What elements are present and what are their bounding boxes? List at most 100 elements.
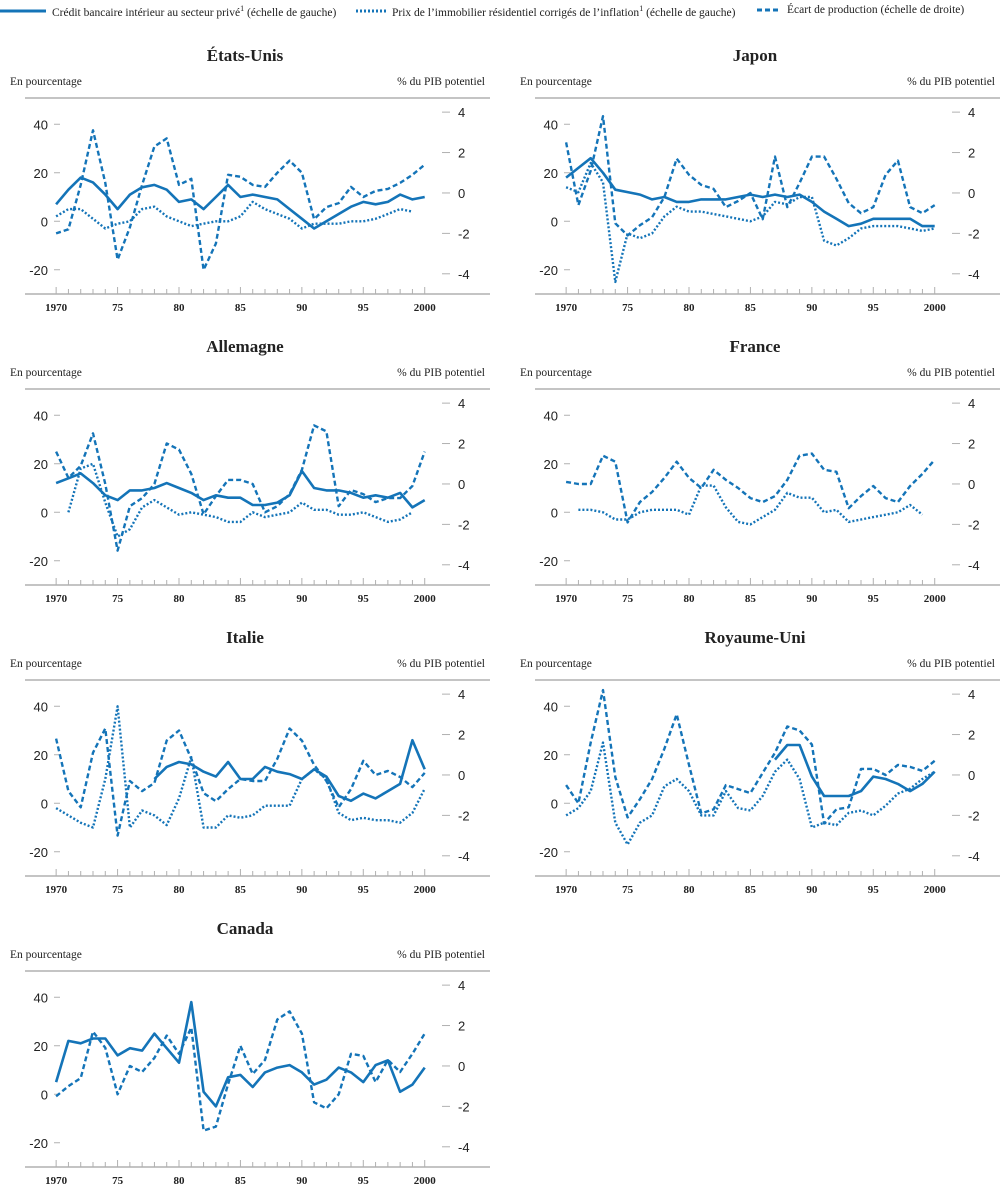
y-left-tick-label: 40: [34, 990, 48, 1005]
y-right-tick-label: -2: [458, 1099, 470, 1114]
series-line-gap: [55, 424, 426, 552]
series-line-credit: [55, 469, 426, 509]
x-tick-label: 1970: [45, 1175, 68, 1187]
x-tick-label: 2000: [924, 302, 947, 314]
y-left-tick-label: -20: [29, 845, 48, 860]
y-axis-left-label: En pourcentage: [10, 367, 82, 379]
series-line-house: [578, 484, 924, 526]
legend-item-house: Prix de l’immobilier résidentiel corrigé…: [356, 4, 735, 19]
series-line-gap: [55, 1010, 426, 1132]
x-tick-label: 2000: [414, 302, 437, 314]
y-right-tick-label: 0: [968, 477, 975, 492]
y-axis-right-label: % du PIB potentiel: [907, 367, 995, 379]
y-right-tick-label: 2: [458, 728, 465, 743]
y-axis-right-label: % du PIB potentiel: [907, 76, 995, 88]
x-tick-label: 80: [174, 593, 186, 605]
y-axis-left-label: En pourcentage: [10, 949, 82, 961]
y-right-tick-label: 2: [458, 1019, 465, 1034]
series-line-house: [67, 462, 414, 538]
y-left-tick-label: 40: [34, 117, 48, 132]
legend: Crédit bancaire intérieur au secteur pri…: [0, 4, 1000, 24]
x-tick-label: 85: [235, 593, 247, 605]
x-tick-label: 75: [622, 884, 634, 896]
legend-label-gap: Écart de production (échelle de droite): [787, 4, 965, 16]
y-left-tick-label: -20: [539, 845, 558, 860]
y-right-tick-label: 4: [458, 687, 465, 702]
x-tick-label: 85: [745, 302, 757, 314]
y-right-tick-label: 4: [458, 978, 465, 993]
y-right-tick-label: 0: [458, 1059, 465, 1074]
y-left-tick-label: -20: [29, 263, 48, 278]
y-left-tick-label: 20: [34, 1039, 48, 1054]
y-right-tick-label: 2: [458, 437, 465, 452]
x-tick-label: 1970: [45, 884, 68, 896]
x-tick-label: 2000: [924, 884, 947, 896]
x-tick-label: 75: [112, 302, 124, 314]
x-tick-label: 90: [806, 593, 818, 605]
panel-title: France: [729, 337, 781, 356]
x-tick-label: 90: [296, 884, 308, 896]
y-axis-right-label: % du PIB potentiel: [397, 367, 485, 379]
y-left-tick-label: 20: [34, 748, 48, 763]
y-left-tick-label: -20: [539, 554, 558, 569]
panel-title: États-Unis: [206, 46, 284, 65]
y-left-tick-label: 40: [34, 699, 48, 714]
y-right-tick-label: 0: [458, 768, 465, 783]
x-tick-label: 95: [868, 593, 880, 605]
y-left-tick-label: -20: [29, 1136, 48, 1151]
x-tick-label: 80: [174, 884, 186, 896]
x-tick-label: 80: [684, 884, 696, 896]
series-line-credit: [153, 738, 426, 803]
panel-canada: Canada En pourcentage % du PIB potentiel…: [0, 919, 490, 1189]
y-right-tick-label: 0: [458, 186, 465, 201]
y-axis-left-label: En pourcentage: [10, 76, 82, 88]
y-right-tick-label: 4: [458, 105, 465, 120]
x-tick-label: 85: [745, 593, 757, 605]
x-tick-label: 2000: [414, 1175, 437, 1187]
y-right-tick-label: 2: [968, 728, 975, 743]
y-right-tick-label: -2: [968, 226, 980, 241]
series-line-credit: [54, 1000, 426, 1108]
y-right-tick-label: -4: [968, 849, 980, 864]
y-axis-right-label: % du PIB potentiel: [397, 658, 485, 670]
y-right-tick-label: -4: [968, 267, 980, 282]
legend-item-credit: Crédit bancaire intérieur au secteur pri…: [0, 4, 336, 19]
panel-title: Allemagne: [206, 337, 284, 356]
x-tick-label: 95: [358, 593, 370, 605]
series-line-gap: [565, 688, 936, 825]
y-left-tick-label: 0: [551, 796, 558, 811]
x-tick-label: 95: [358, 1175, 370, 1187]
y-right-tick-label: -2: [458, 517, 470, 532]
y-right-tick-label: -4: [968, 558, 980, 573]
y-right-tick-label: -4: [458, 1140, 470, 1155]
y-axis-left-label: En pourcentage: [520, 76, 592, 88]
x-tick-label: 80: [174, 1175, 186, 1187]
y-axis-left-label: En pourcentage: [520, 658, 592, 670]
x-tick-label: 80: [684, 593, 696, 605]
x-tick-label: 90: [296, 302, 308, 314]
y-left-tick-label: 0: [41, 214, 48, 229]
x-tick-label: 85: [235, 302, 247, 314]
y-left-tick-label: 20: [544, 457, 558, 472]
series-line-house: [565, 161, 935, 284]
panel-allemagne: Allemagne En pourcentage % du PIB potent…: [0, 337, 490, 607]
y-right-tick-label: 2: [968, 437, 975, 452]
x-tick-label: 1970: [555, 593, 578, 605]
x-tick-label: 85: [235, 1175, 247, 1187]
y-axis-right-label: % du PIB potentiel: [907, 658, 995, 670]
x-tick-label: 80: [174, 302, 186, 314]
x-tick-label: 2000: [414, 593, 437, 605]
y-right-tick-label: 4: [968, 105, 975, 120]
panel-title: Royaume-Uni: [704, 628, 806, 647]
x-tick-label: 95: [868, 884, 880, 896]
panel-etats-unis: États-Unis En pourcentage % du PIB poten…: [0, 46, 490, 316]
legend-label-credit: Crédit bancaire intérieur au secteur pri…: [52, 4, 337, 19]
legend-item-gap: Écart de production (échelle de droite): [757, 4, 964, 16]
y-left-tick-label: 0: [41, 796, 48, 811]
y-left-tick-label: 40: [544, 117, 558, 132]
y-right-tick-label: 0: [968, 186, 975, 201]
series-line-gap: [565, 452, 936, 524]
y-right-tick-label: -4: [458, 849, 470, 864]
y-left-tick-label: -20: [29, 554, 48, 569]
x-tick-label: 75: [622, 593, 634, 605]
